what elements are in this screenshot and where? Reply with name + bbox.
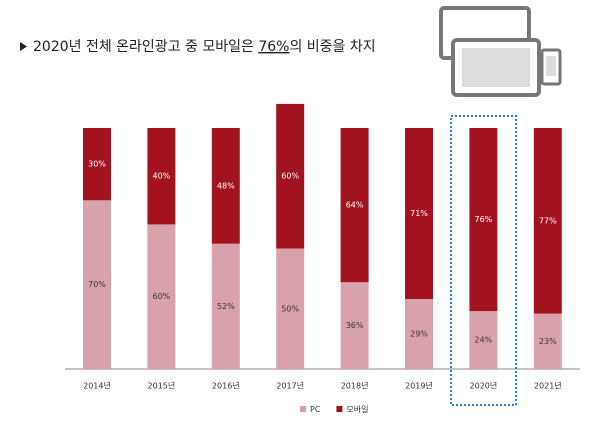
data-label: 76% bbox=[475, 215, 493, 224]
bar-segment bbox=[147, 224, 176, 369]
bar-segment bbox=[469, 128, 498, 312]
bar-segment bbox=[340, 282, 369, 369]
bar-segment bbox=[340, 128, 369, 283]
legend-swatch bbox=[336, 406, 343, 412]
chart-title: 2020년 전체 온라인광고 중 모바일은 76%의 비중을 차지 bbox=[33, 39, 376, 55]
title-highlight: 76% bbox=[258, 39, 289, 55]
highlight-box bbox=[450, 115, 517, 406]
data-label: 52% bbox=[217, 302, 235, 311]
bar-segment bbox=[147, 128, 176, 225]
data-label: 23% bbox=[539, 337, 557, 346]
x-tick-label: 2017년 bbox=[276, 381, 304, 391]
data-label: 24% bbox=[475, 336, 493, 345]
x-tick-label: 2020년 bbox=[470, 381, 498, 391]
x-tick-label: 2018년 bbox=[341, 381, 369, 391]
data-label: 64% bbox=[346, 201, 364, 210]
data-label: 48% bbox=[217, 181, 235, 190]
data-label: 70% bbox=[88, 280, 106, 289]
bar-segment bbox=[276, 248, 305, 369]
x-tick-label: 2021년 bbox=[534, 381, 562, 391]
bar-segment bbox=[533, 128, 562, 314]
title-bullet bbox=[20, 42, 27, 51]
x-tick-label: 2016년 bbox=[212, 381, 240, 391]
bar-segment bbox=[83, 200, 111, 369]
x-tick-label: 2019년 bbox=[405, 381, 433, 391]
bar-segment bbox=[533, 313, 562, 369]
bar-segment bbox=[83, 128, 111, 201]
data-label: 50% bbox=[281, 304, 299, 313]
data-label: 29% bbox=[410, 330, 428, 339]
device-icon bbox=[439, 6, 562, 97]
data-label: 77% bbox=[539, 216, 557, 225]
data-label: 60% bbox=[281, 172, 299, 181]
bar-segment bbox=[405, 299, 433, 369]
legend-label: 모바일 bbox=[346, 404, 368, 414]
legend-swatch bbox=[300, 406, 306, 412]
data-label: 71% bbox=[410, 209, 428, 218]
bar-segment bbox=[276, 103, 305, 249]
bar-segment bbox=[211, 243, 240, 369]
data-label: 30% bbox=[88, 160, 106, 169]
bar-segment bbox=[211, 128, 240, 244]
title-part: 2020년 전체 온라인광고 중 모바일은 bbox=[33, 39, 258, 55]
x-tick-label: 2015년 bbox=[148, 381, 176, 391]
x-tick-label: 2014년 bbox=[83, 381, 111, 391]
title-part: 의 비중을 차지 bbox=[289, 39, 375, 55]
bar-segment bbox=[405, 128, 433, 300]
data-label: 36% bbox=[346, 321, 364, 330]
data-label: 60% bbox=[153, 292, 171, 301]
data-label: 40% bbox=[153, 172, 171, 181]
legend-label: PC bbox=[310, 405, 321, 414]
bar-segment bbox=[469, 311, 498, 369]
